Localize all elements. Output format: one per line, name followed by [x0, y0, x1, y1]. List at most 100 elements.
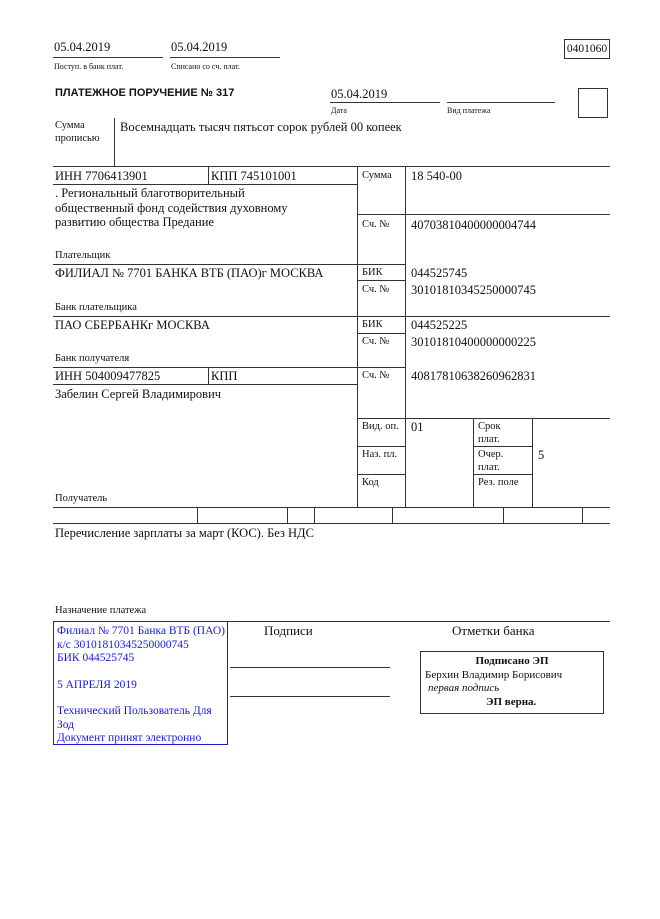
payer-account: 40703810400000004744 [411, 218, 536, 232]
stamp-line: 5 АПРЕЛЯ 2019 [57, 678, 137, 691]
signer-role: первая подпись [428, 682, 500, 694]
debited-label: Списано со сч. плат. [171, 62, 240, 71]
bank-stamp: Филиал № 7701 Банка ВТБ (ПАО) к/с 301018… [53, 621, 228, 745]
divider [503, 507, 504, 523]
payer-name-line: общественный фонд содействия духовному [55, 200, 288, 215]
divider [53, 523, 610, 524]
op-type-label: Вид. оп. [362, 421, 399, 432]
payer-name: . Региональный благотворительный обществ… [55, 186, 288, 230]
stamp-line: к/с 30101810345250000745 [57, 638, 189, 651]
divider [53, 184, 357, 185]
payer-bank-account: 30101810345250000745 [411, 283, 536, 297]
divider [582, 507, 583, 523]
label: плат. [478, 462, 500, 473]
purpose-text: Перечисление зарплаты за март (КОС). Без… [55, 526, 314, 540]
priority-value: 5 [538, 448, 545, 462]
divider [197, 507, 198, 523]
stamp-line: Зод [57, 718, 75, 731]
payer-bank-account-label: Сч. № [362, 284, 390, 295]
divider [473, 446, 532, 447]
payee-name: Забелин Сергей Владимирович [55, 387, 222, 401]
page-title: ПЛАТЕЖНОЕ ПОРУЧЕНИЕ № 317 [55, 87, 235, 99]
reserve-label: Рез. поле [478, 477, 519, 488]
payer-bank-label: Банк плательщика [55, 302, 137, 313]
stamp-line: Филиал № 7701 Банка ВТБ (ПАО) [57, 625, 225, 637]
term-label: Срок плат. [478, 420, 501, 446]
payer-name-line: . Региональный благотворительный [55, 186, 245, 200]
divider [53, 621, 610, 622]
divider [53, 57, 163, 58]
label: Сумма [55, 120, 85, 131]
purpose-label: Назначение платежа [55, 605, 147, 616]
divider [447, 102, 555, 103]
divider [314, 507, 315, 523]
signed-title: Подписано ЭП [475, 655, 549, 667]
payer-bank-name: ФИЛИАЛ № 7701 БАНКА ВТБ (ПАО)г МОСКВА [55, 266, 324, 280]
op-type: 01 [411, 420, 424, 434]
payee-bank-label: Банк получателя [55, 353, 130, 364]
payer-kpp: КПП 745101001 [211, 169, 297, 183]
divider [357, 333, 405, 334]
signature-line [230, 667, 390, 668]
stamp-line: БИК 044525745 [57, 652, 135, 664]
payment-type-label: Вид платежа [447, 106, 491, 115]
divider [532, 418, 533, 507]
divider [405, 166, 406, 507]
payer-bik-label: БИК [362, 267, 383, 278]
payer-inn: ИНН 7706413901 [55, 169, 148, 183]
payer-account-label: Сч. № [362, 219, 390, 230]
label: плат. [478, 434, 500, 445]
payer-bik: 044525745 [411, 266, 468, 280]
divider [473, 418, 474, 507]
divider [392, 507, 393, 523]
payee-inn: ИНН 504009477825 [55, 369, 161, 383]
code-label: Код [362, 477, 379, 488]
divider [53, 264, 405, 265]
document-date: 05.04.2019 [331, 87, 388, 101]
payer-name-line: развитию общества Предание [55, 215, 214, 229]
divider [357, 166, 358, 507]
payee-bik: 044525225 [411, 318, 468, 332]
payee-account: 40817810638260962831 [411, 369, 536, 383]
divider [208, 367, 209, 384]
divider [357, 214, 610, 215]
divider [53, 316, 610, 317]
label: Очер. [478, 449, 504, 460]
divider [53, 166, 610, 167]
payee-bik-label: БИК [362, 319, 383, 330]
divider [330, 102, 440, 103]
amount-words: Восемнадцать тысяч пятьсот сорок рублей … [120, 120, 402, 134]
verified-text: ЭП верна. [486, 695, 537, 708]
sum-label: Сумма [362, 170, 392, 181]
payee-label: Получатель [55, 493, 108, 504]
date-label: Дата [331, 106, 347, 115]
divider [208, 166, 209, 184]
payee-bank-name: ПАО СБЕРБАНКг МОСКВА [55, 318, 210, 332]
divider [357, 280, 405, 281]
form-code: 0401060 [564, 39, 610, 59]
payee-kpp: КПП [211, 369, 238, 383]
divider [473, 474, 532, 475]
divider [357, 418, 610, 419]
signatures-label: Подписи [264, 623, 313, 638]
payer-label: Плательщик [55, 250, 111, 261]
divider [357, 474, 405, 475]
payee-bank-account: 30101810400000000225 [411, 335, 536, 349]
purpose-code-label: Наз. пл. [362, 449, 398, 460]
received-date: 05.04.2019 [54, 40, 111, 54]
divider [114, 118, 115, 166]
signer-name: Берхин Владимир Борисович [425, 668, 563, 681]
signature-box: Подписано ЭП Берхин Владимир Борисович п… [420, 651, 604, 714]
payee-account-label: Сч. № [362, 370, 390, 381]
label: Срок [478, 421, 501, 432]
divider [170, 57, 280, 58]
payee-bank-account-label: Сч. № [362, 336, 390, 347]
divider [53, 367, 405, 368]
received-label: Поступ. в банк плат. [54, 62, 124, 71]
divider [287, 507, 288, 523]
amount-words-label: Сумма прописью [55, 119, 100, 145]
debited-date: 05.04.2019 [171, 40, 228, 54]
stamp-line: Технический Пользователь Для [57, 705, 212, 717]
bank-marks-label: Отметки банка [452, 623, 535, 638]
sum-value: 18 540-00 [411, 169, 463, 183]
